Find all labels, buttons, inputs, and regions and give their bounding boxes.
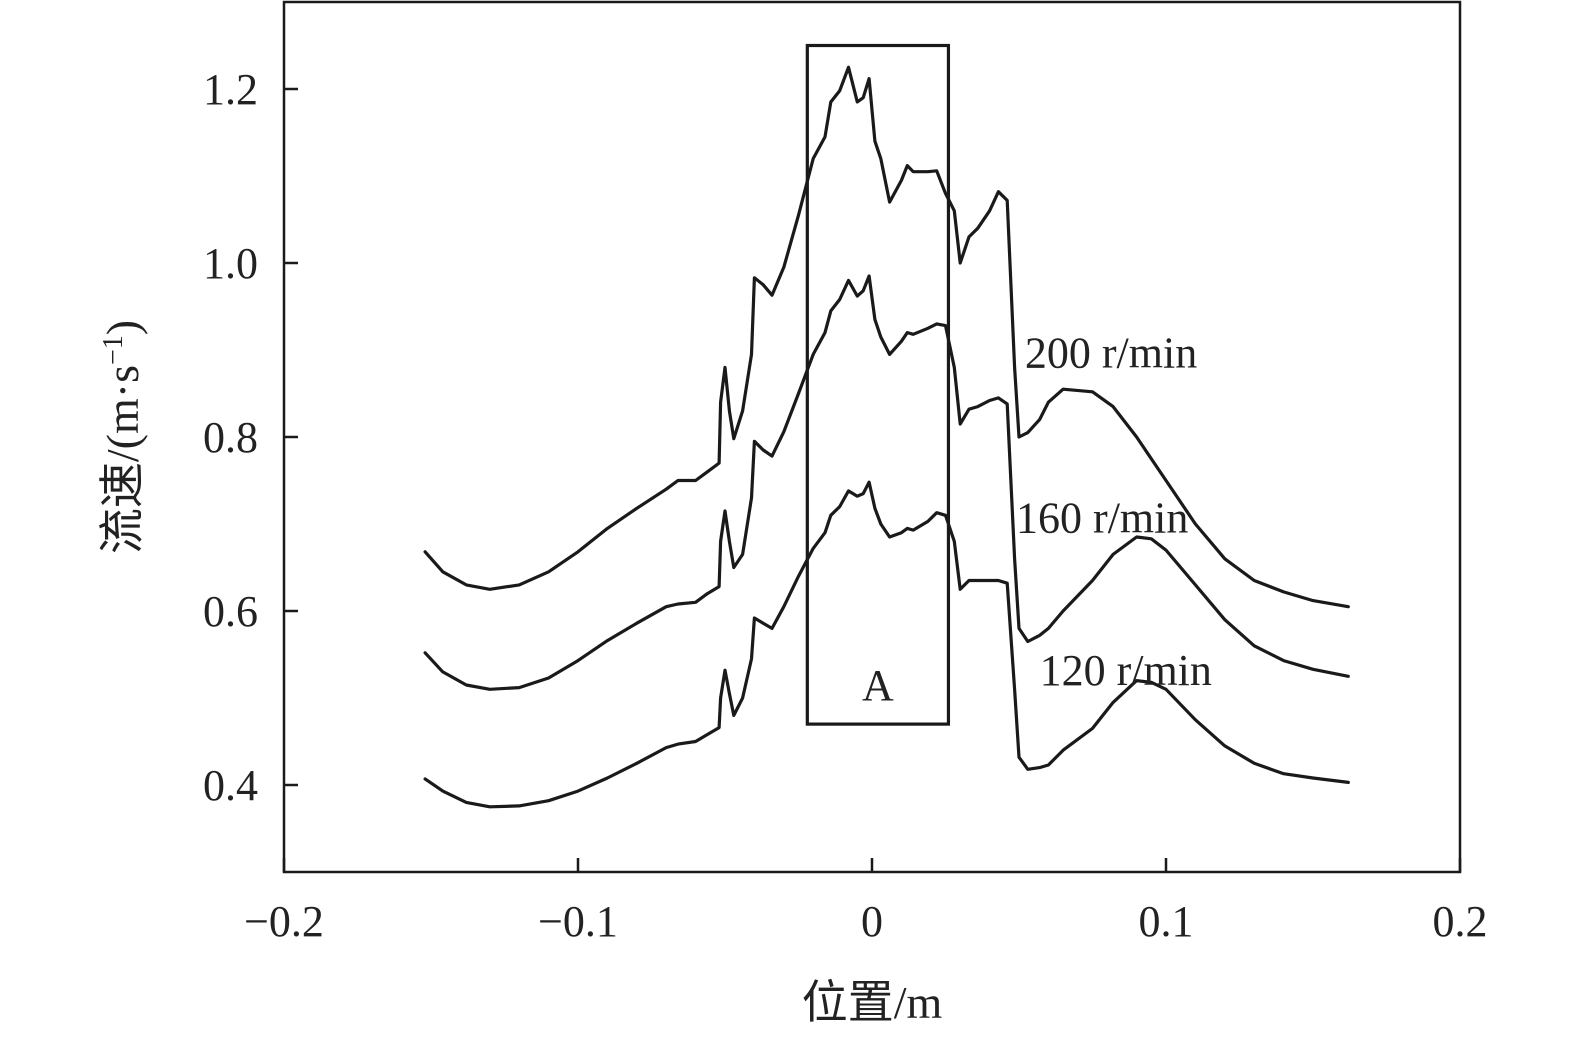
series-label-2: 160 r/min [1016,494,1188,543]
annotation-box [805,43,951,726]
plot-frame [282,0,1462,874]
y-axis-title-exponent: −1 [98,335,129,365]
series-lines: 200 r/min 160 r/min 120 r/min [423,65,1350,809]
x-tick-label: −0.2 [244,897,324,946]
y-axis-title-main: 流速/(m·s [97,365,148,554]
x-tick-label: −0.1 [538,897,618,946]
x-tick-label: 0.2 [1433,897,1488,946]
series-line-1 [423,65,1350,609]
y-tick-label: 0.8 [203,413,258,462]
y-axis-title-close: ) [97,320,148,335]
annotation-box-label: A [862,661,894,710]
annotation-layer: A [805,43,951,726]
plot-area [282,0,1462,874]
axes: −0.2 −0.1 0 0.1 0.2 0.4 0.6 0.8 1.0 1.2 [203,65,1488,946]
series-label-3: 120 r/min [1040,646,1212,695]
y-tick-label: 0.6 [203,587,258,636]
y-tick-label: 1.0 [203,239,258,288]
y-axis-title: 流速/(m·s−1) [97,320,148,554]
series-line-3 [423,480,1350,809]
series-label-1: 200 r/min [1025,328,1197,377]
y-tick-label: 0.4 [203,761,258,810]
x-tick-label: 0.1 [1139,897,1194,946]
x-axis-title: 位置/m [802,977,943,1028]
x-tick-label: 0 [861,897,883,946]
series-line-2 [423,274,1350,691]
y-tick-label: 1.2 [203,65,258,114]
